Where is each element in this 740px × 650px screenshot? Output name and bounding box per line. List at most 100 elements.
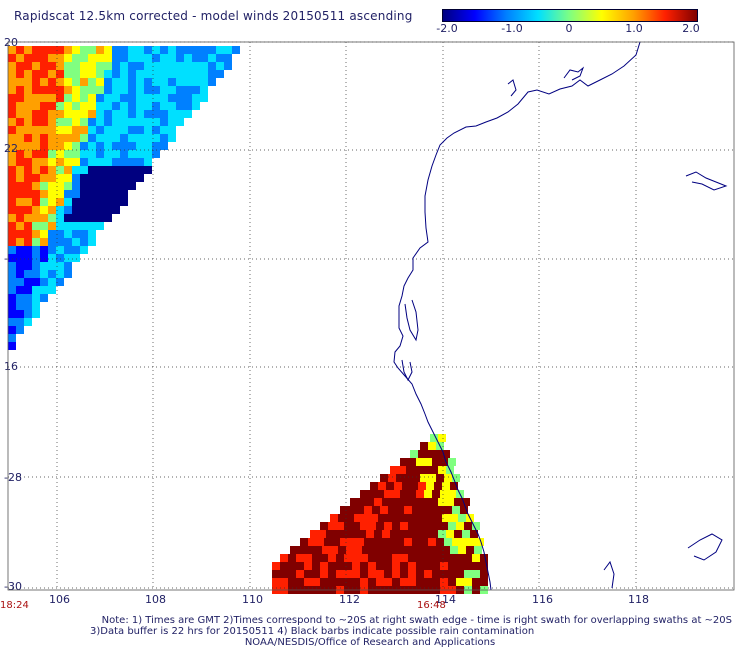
wind-cell xyxy=(88,118,96,126)
wind-cell xyxy=(344,554,352,562)
wind-cell xyxy=(416,554,424,562)
wind-cell xyxy=(104,150,112,158)
wind-cell xyxy=(128,158,136,166)
wind-cell xyxy=(24,286,32,294)
wind-cell xyxy=(184,54,192,62)
wind-cell xyxy=(192,70,200,78)
wind-cell xyxy=(72,198,80,206)
wind-cell xyxy=(32,86,40,94)
wind-cell xyxy=(370,482,378,490)
wind-cell xyxy=(72,158,80,166)
wind-cell xyxy=(272,562,280,570)
wind-cell xyxy=(32,230,40,238)
wind-cell xyxy=(446,498,454,506)
wind-cell xyxy=(426,546,434,554)
wind-cell xyxy=(72,110,80,118)
wind-cell xyxy=(426,482,434,490)
wind-cell xyxy=(40,78,48,86)
wind-cell xyxy=(40,254,48,262)
wind-cell xyxy=(32,214,40,222)
wind-cell xyxy=(208,62,216,70)
wind-cell xyxy=(64,86,72,94)
wind-cell xyxy=(474,546,482,554)
wind-cell xyxy=(104,158,112,166)
wind-cell xyxy=(48,78,56,86)
wind-cell xyxy=(392,570,400,578)
wind-cell xyxy=(458,514,466,522)
wind-cell xyxy=(96,94,104,102)
wind-cell xyxy=(16,118,24,126)
wind-cell xyxy=(480,562,488,570)
wind-cell xyxy=(8,182,16,190)
wind-cell xyxy=(446,530,454,538)
wind-cell xyxy=(144,134,152,142)
wind-cell xyxy=(416,458,424,466)
wind-cell xyxy=(40,62,48,70)
wind-cell xyxy=(56,102,64,110)
wind-cell xyxy=(16,86,24,94)
wind-cell xyxy=(434,514,442,522)
wind-cell xyxy=(444,474,452,482)
wind-cell xyxy=(24,134,32,142)
wind-cell xyxy=(8,46,16,54)
wind-cell xyxy=(88,158,96,166)
lake-south xyxy=(603,560,615,589)
wind-cell xyxy=(200,70,208,78)
wind-cell xyxy=(422,498,430,506)
wind-cell xyxy=(48,110,56,118)
wind-cell xyxy=(418,514,426,522)
wind-cell xyxy=(48,246,56,254)
wind-cell xyxy=(312,578,320,586)
wind-cell xyxy=(136,94,144,102)
wind-cell xyxy=(376,562,384,570)
colorbar-gradient xyxy=(442,9,698,22)
wind-cell xyxy=(24,198,32,206)
wind-cell xyxy=(416,578,424,586)
wind-cell xyxy=(440,458,448,466)
wind-cell xyxy=(406,498,414,506)
wind-cell xyxy=(16,294,24,302)
wind-cell xyxy=(120,86,128,94)
wind-cell xyxy=(88,166,96,174)
wind-cell xyxy=(152,134,160,142)
wind-cell xyxy=(410,482,418,490)
wind-cell xyxy=(328,578,336,586)
wind-cell xyxy=(16,70,24,78)
wind-cell xyxy=(168,102,176,110)
wind-cell xyxy=(136,134,144,142)
wind-cell xyxy=(216,62,224,70)
wind-cell xyxy=(288,554,296,562)
wind-cell xyxy=(24,54,32,62)
wind-cell xyxy=(464,578,472,586)
wind-cell xyxy=(8,254,16,262)
wind-cell xyxy=(120,174,128,182)
wind-cell xyxy=(8,54,16,62)
wind-cell xyxy=(120,54,128,62)
wind-cell xyxy=(48,54,56,62)
wind-cell xyxy=(184,94,192,102)
wind-cell xyxy=(416,562,424,570)
wind-cell xyxy=(280,570,288,578)
wind-cell xyxy=(40,238,48,246)
wind-cell xyxy=(440,578,448,586)
wind-cell xyxy=(136,150,144,158)
wind-cell xyxy=(48,102,56,110)
wind-cell xyxy=(176,102,184,110)
wind-cell xyxy=(80,86,88,94)
wind-cell xyxy=(32,254,40,262)
wind-cell xyxy=(200,94,208,102)
wind-cell xyxy=(388,538,396,546)
wind-cell xyxy=(32,174,40,182)
wind-cell xyxy=(418,450,426,458)
wind-cell xyxy=(308,538,316,546)
wind-cell xyxy=(112,206,120,214)
wind-cell xyxy=(8,190,16,198)
wind-cell xyxy=(64,166,72,174)
wind-cell xyxy=(48,262,56,270)
wind-cell xyxy=(128,118,136,126)
wind-cell xyxy=(88,198,96,206)
wind-cell xyxy=(56,230,64,238)
wind-cell xyxy=(72,238,80,246)
wind-cell xyxy=(368,578,376,586)
wind-cell xyxy=(350,530,358,538)
